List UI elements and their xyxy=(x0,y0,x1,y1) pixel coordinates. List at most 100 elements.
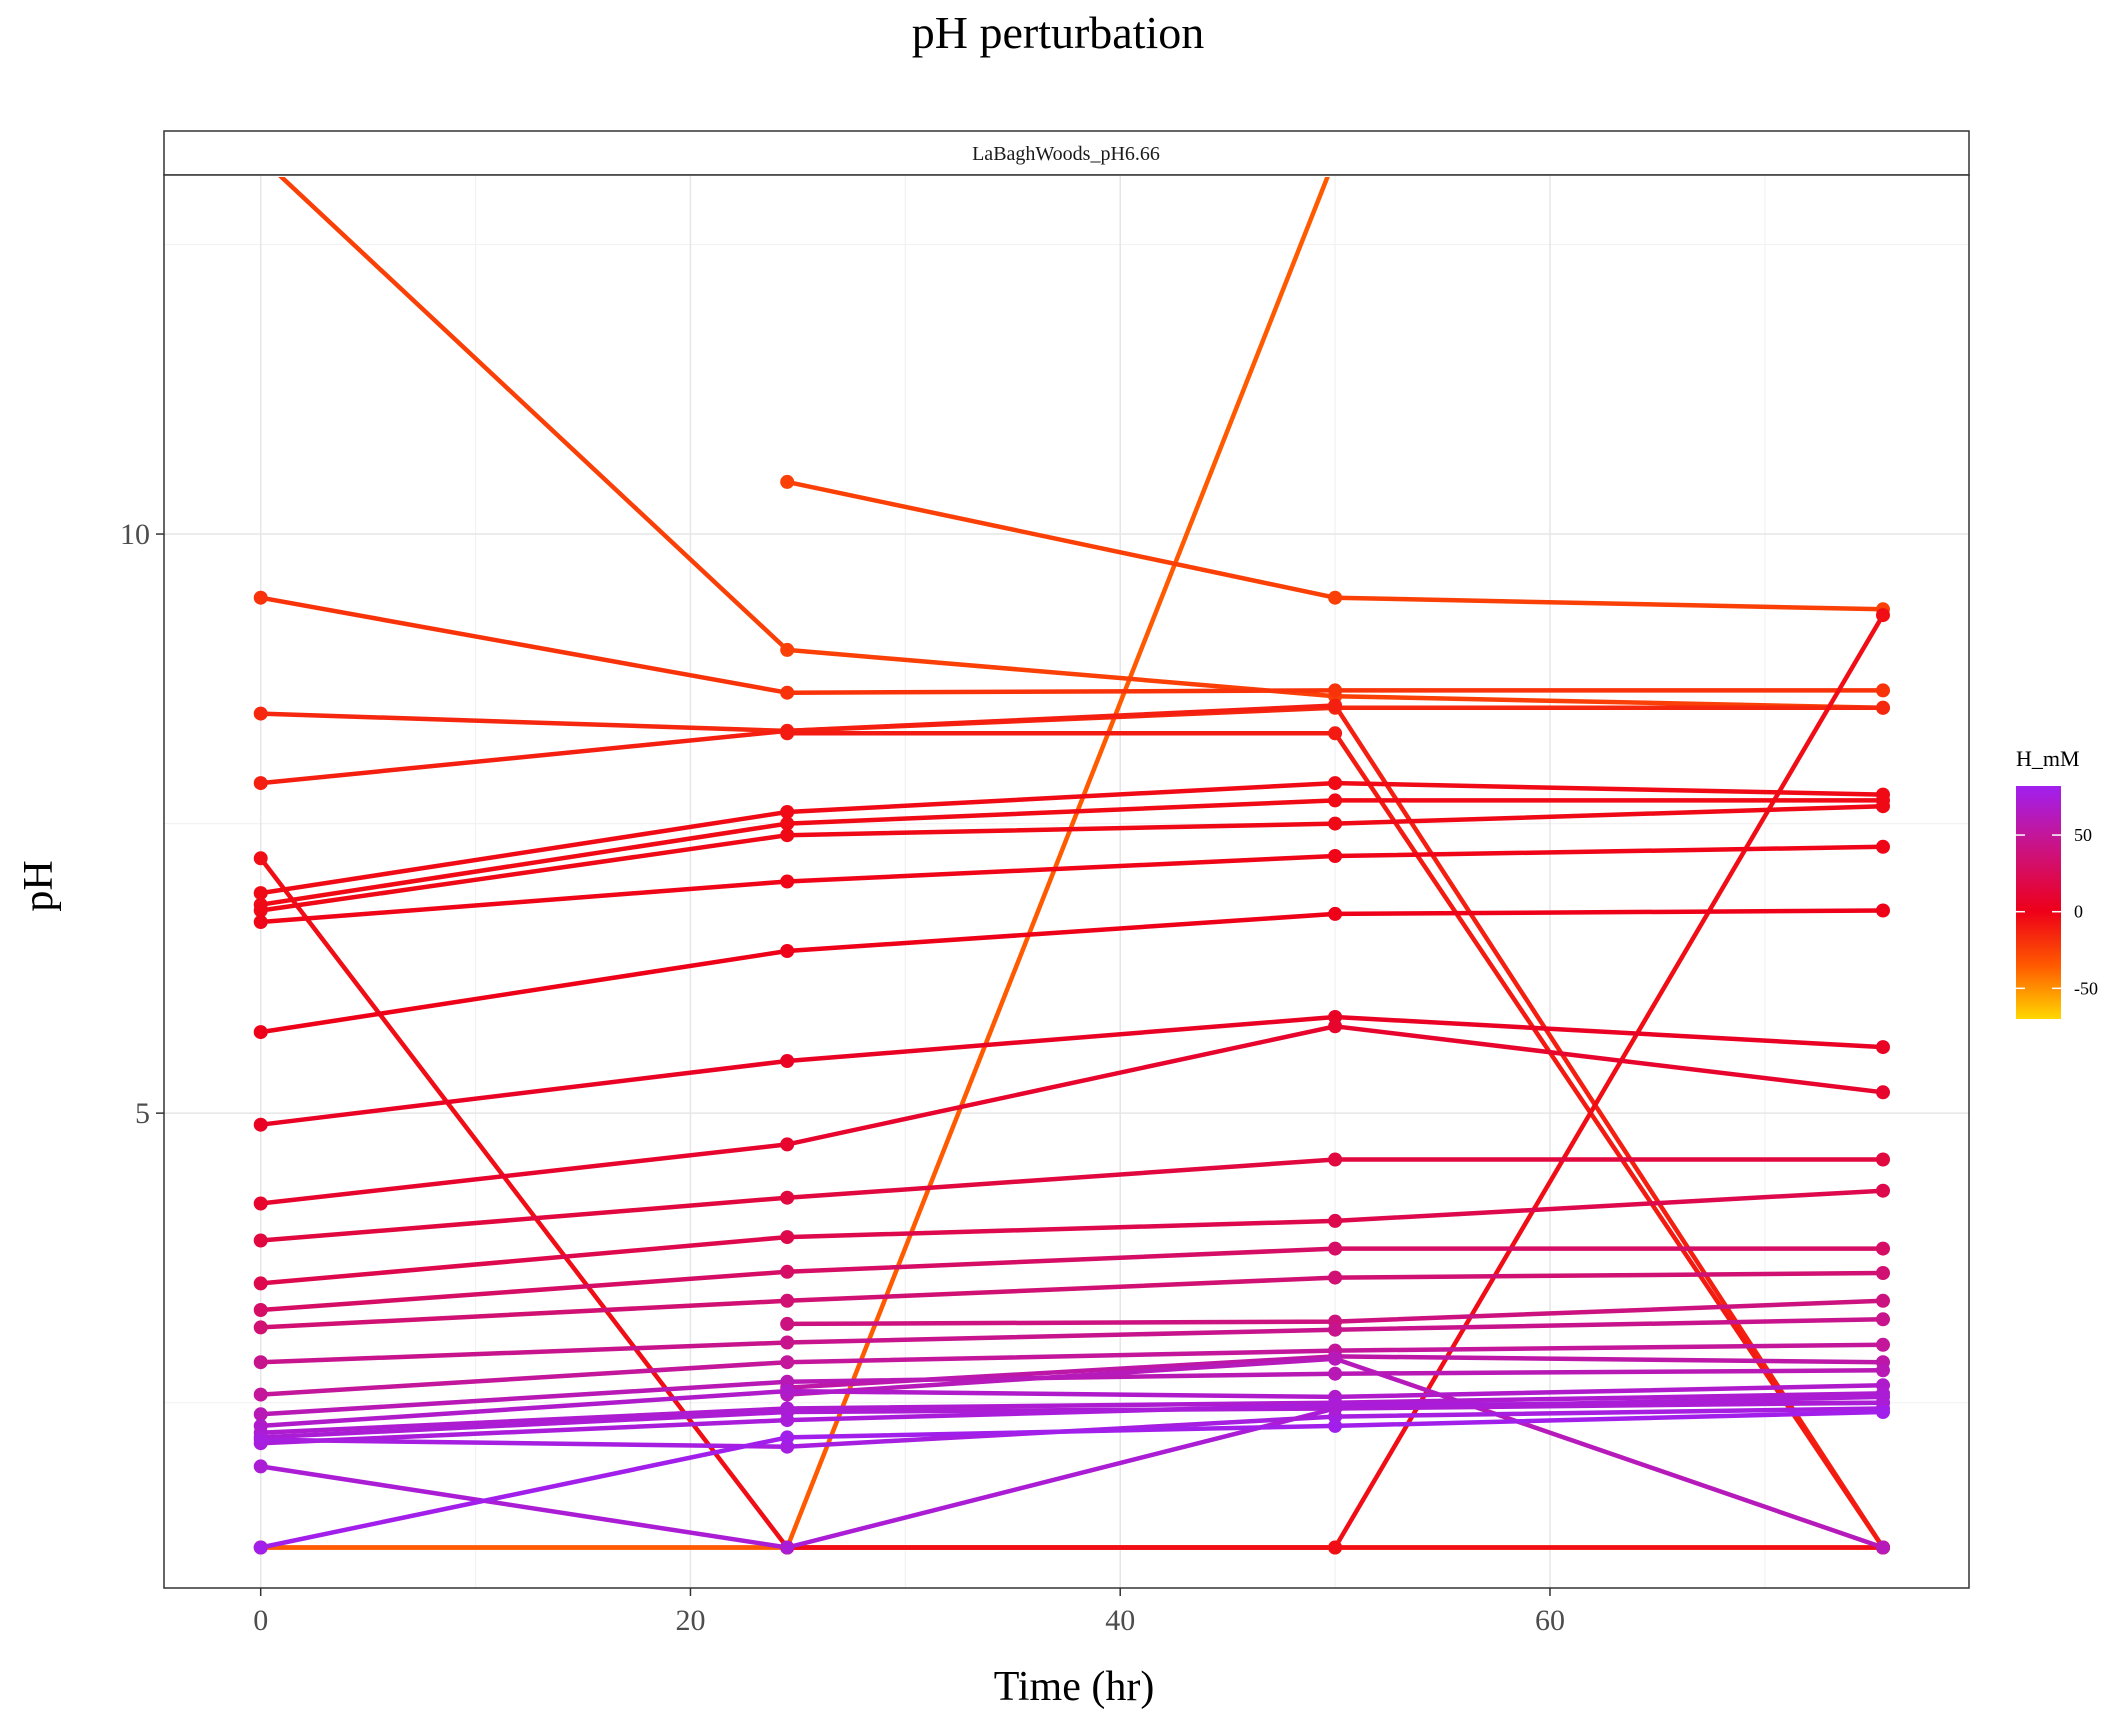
series-point-15 xyxy=(1876,903,1890,918)
series-point-34 xyxy=(253,1540,268,1555)
series-line-24 xyxy=(260,1342,1884,1397)
series-line-23 xyxy=(260,1317,1884,1365)
series-line-14 xyxy=(260,844,1884,925)
series-point-8 xyxy=(780,726,795,741)
series-point-21 xyxy=(1876,1266,1890,1280)
series-point-31 xyxy=(780,1413,795,1428)
series-point-14 xyxy=(253,915,268,929)
legend-tick-label: -50 xyxy=(2074,978,2098,998)
x-axis-title: Time (hr) xyxy=(994,1664,1155,1710)
series-point-20 xyxy=(253,1303,268,1317)
series-line-3 xyxy=(278,177,1884,711)
y-axis-title: pH xyxy=(16,860,62,911)
series-point-23 xyxy=(1328,1322,1343,1337)
series-line-17 xyxy=(260,1024,1884,1206)
series-point-20 xyxy=(1876,1241,1890,1256)
facet-strip xyxy=(163,130,1970,176)
series-point-5 xyxy=(780,685,795,700)
series-point-14 xyxy=(1328,849,1343,863)
series-point-16 xyxy=(780,1054,795,1068)
facet-label: LaBaghWoods_pH6.66 xyxy=(972,143,1160,165)
series-point-19 xyxy=(1328,1213,1343,1228)
series-line-11 xyxy=(260,780,1884,896)
series-point-26 xyxy=(1328,1366,1343,1381)
series-point-23 xyxy=(780,1335,795,1350)
series-point-33 xyxy=(1328,1401,1343,1416)
series-point-27 xyxy=(1328,1351,1343,1366)
series-point-5 xyxy=(1876,683,1890,698)
series-point-13 xyxy=(253,903,268,918)
series-point-14 xyxy=(1876,839,1890,854)
series-point-3 xyxy=(780,642,795,657)
series-point-5 xyxy=(1328,683,1343,698)
series-line-28 xyxy=(260,1383,1884,1429)
series-point-10 xyxy=(1328,1540,1343,1555)
series-point-28 xyxy=(780,1384,795,1399)
series-point-11 xyxy=(780,805,795,819)
series-point-10 xyxy=(1876,608,1890,623)
series-line-2 xyxy=(785,177,1330,1549)
series-line-19 xyxy=(260,1188,1884,1286)
y-tick-label: 5 xyxy=(135,1097,150,1130)
series-point-19 xyxy=(253,1276,268,1291)
series-point-22 xyxy=(780,1316,795,1331)
series-point-24 xyxy=(780,1355,795,1370)
legend-title: H_mM xyxy=(2016,746,2080,771)
series-point-23 xyxy=(253,1355,268,1370)
series-line-20 xyxy=(260,1246,1883,1313)
x-tick-label: 40 xyxy=(1105,1604,1135,1637)
legend-colorbar xyxy=(2016,786,2061,1019)
series-point-18 xyxy=(253,1233,268,1248)
series-point-19 xyxy=(1876,1183,1890,1198)
series-line-34 xyxy=(260,1409,1884,1550)
series-point-17 xyxy=(1876,1085,1890,1100)
series-point-15 xyxy=(1328,906,1343,921)
series-point-11 xyxy=(253,886,268,901)
series-line-16 xyxy=(260,1014,1884,1127)
series-point-13 xyxy=(1876,799,1890,814)
series-point-23 xyxy=(1876,1312,1890,1327)
series-point-32 xyxy=(253,1432,268,1447)
series-point-16 xyxy=(253,1117,268,1132)
series-point-15 xyxy=(780,944,795,958)
legend-tick-label: 50 xyxy=(2074,825,2092,845)
series-point-22 xyxy=(1876,1293,1890,1308)
series-point-34 xyxy=(1876,1405,1890,1419)
x-tick-label: 0 xyxy=(253,1604,268,1637)
series-point-7 xyxy=(253,776,268,791)
series-line-21 xyxy=(260,1270,1884,1330)
x-tick-label: 60 xyxy=(1535,1604,1565,1637)
series-line-12 xyxy=(260,798,1883,907)
series-point-11 xyxy=(1328,776,1343,791)
series-point-18 xyxy=(780,1190,795,1205)
series-line-7 xyxy=(260,703,1885,1549)
series-point-15 xyxy=(253,1025,268,1040)
series-point-14 xyxy=(780,874,795,889)
series-point-24 xyxy=(253,1387,268,1402)
series-point-26 xyxy=(1876,1363,1890,1378)
series-point-4 xyxy=(780,474,795,489)
y-tick-label: 10 xyxy=(120,518,150,551)
series-line-33 xyxy=(260,1400,1884,1550)
series-point-20 xyxy=(780,1264,795,1279)
plot-border xyxy=(163,174,1970,1589)
series-point-17 xyxy=(1328,1019,1343,1034)
series-point-34 xyxy=(1328,1418,1343,1433)
series-line-18 xyxy=(260,1157,1883,1243)
series-point-27 xyxy=(1876,1540,1890,1555)
series-point-21 xyxy=(253,1320,268,1335)
series-point-18 xyxy=(1328,1152,1343,1167)
series-point-13 xyxy=(1328,816,1343,831)
series-point-18 xyxy=(1876,1152,1890,1167)
legend-ticks: 50 0 -50 xyxy=(2016,825,2098,998)
series-point-24 xyxy=(1876,1337,1890,1352)
series-point-6 xyxy=(253,706,268,721)
series-point-34 xyxy=(780,1430,795,1445)
series-point-12 xyxy=(1328,793,1343,808)
legend-tick-label: 0 xyxy=(2074,902,2083,922)
series-point-8 xyxy=(1328,726,1343,741)
legend: H_mM 50 0 -50 xyxy=(2016,746,2098,1019)
series-point-7 xyxy=(1328,698,1343,713)
series-point-12 xyxy=(780,816,795,831)
